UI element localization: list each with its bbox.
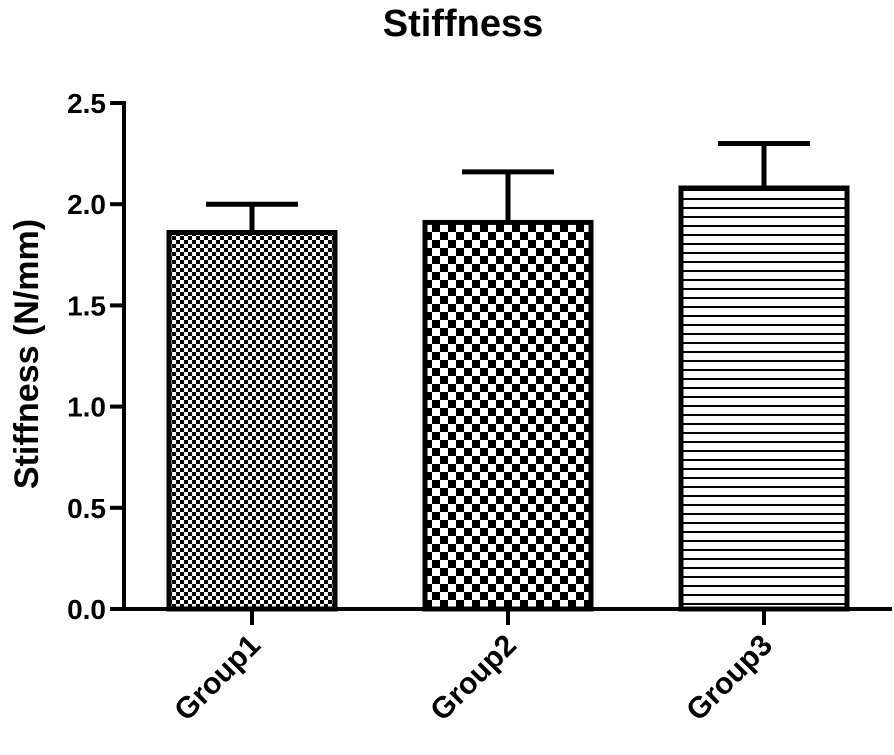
chart-title: Stiffness <box>383 3 543 45</box>
y-tick-label: 0.0 <box>67 594 106 625</box>
bar-group2 <box>422 219 594 612</box>
error-bars <box>206 140 810 233</box>
x-tick-label: Group2 <box>424 629 523 728</box>
bar-group1 <box>166 230 338 612</box>
bars <box>166 185 850 612</box>
y-tick-label: 0.5 <box>67 493 106 524</box>
y-axis-ticks: 0.0 0.5 1.0 1.5 2.0 2.5 <box>67 88 124 625</box>
x-axis-ticks: Group1 Group2 Group3 <box>168 609 779 727</box>
y-tick-label: 2.5 <box>67 88 106 119</box>
y-tick-label: 1.5 <box>67 290 106 321</box>
y-tick-label: 2.0 <box>67 189 106 220</box>
x-tick-label: Group3 <box>680 629 779 728</box>
x-tick-label: Group1 <box>168 629 267 728</box>
bar-group3 <box>678 185 850 612</box>
y-tick-label: 1.0 <box>67 392 106 423</box>
y-axis-label: Stiffness (N/mm) <box>8 219 46 489</box>
